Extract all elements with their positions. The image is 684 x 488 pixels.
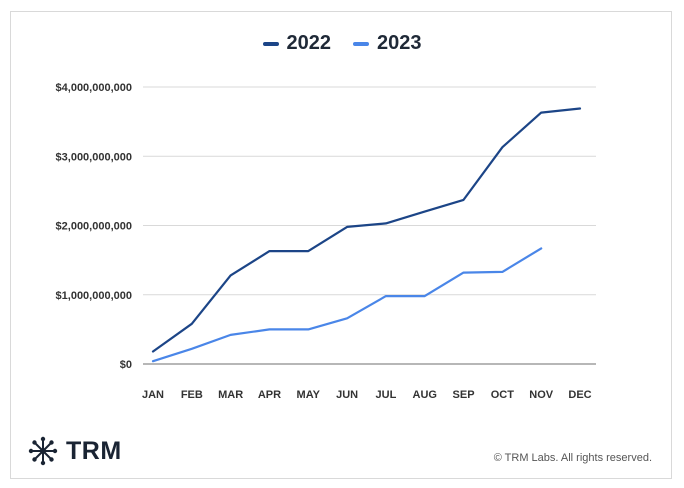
series-line-2023 <box>151 247 543 363</box>
x-tick-label: MAR <box>218 389 243 401</box>
copyright-notice: © TRM Labs. All rights reserved. <box>493 452 652 464</box>
legend-item-2023: 2023 <box>353 32 422 55</box>
legend-swatch-2023 <box>353 41 369 46</box>
x-tick-label: NOV <box>529 389 554 401</box>
x-tick-label: JAN <box>142 389 164 401</box>
chart-frame <box>10 11 672 479</box>
y-tick-label: $3,000,000,000 <box>56 151 132 163</box>
series-line-2022 <box>151 107 582 353</box>
x-tick-label: JUN <box>336 389 358 401</box>
y-tick-label: $1,000,000,000 <box>56 290 132 302</box>
chart-legend: 2022 2023 <box>0 32 684 55</box>
trm-logo: TRM <box>28 436 122 466</box>
y-tick-label: $0 <box>120 359 132 371</box>
y-tick-label: $4,000,000,000 <box>56 82 132 94</box>
x-tick-label: MAY <box>297 389 321 401</box>
x-tick-label: OCT <box>491 389 515 401</box>
legend-swatch-2022 <box>262 41 279 46</box>
logo-text: TRM <box>66 436 122 465</box>
x-tick-label: SEP <box>453 389 475 401</box>
x-tick-label: JUL <box>376 389 397 401</box>
x-tick-label: FEB <box>181 389 203 401</box>
x-tick-label: APR <box>258 389 281 401</box>
trm-network-icon <box>28 436 58 466</box>
legend-label-2022: 2022 <box>286 32 332 54</box>
x-tick-label: DEC <box>568 389 591 401</box>
legend-item-2022: 2022 <box>262 32 332 55</box>
x-tick-label: AUG <box>413 389 437 401</box>
y-tick-label: $2,000,000,000 <box>56 221 132 233</box>
legend-label-2023: 2023 <box>377 32 422 54</box>
